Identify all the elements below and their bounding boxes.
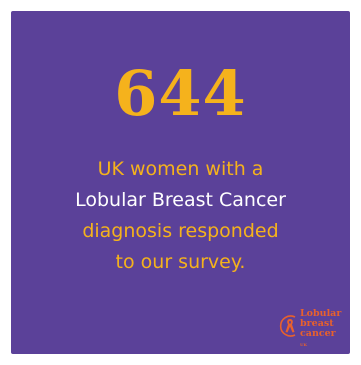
caption-line-1: UK women with a [97,158,264,180]
lobular-breast-cancer-uk-logo: Lobular breast cancer UK [279,308,341,347]
respondent-count: 644 [114,57,247,130]
infographic-card: 644 UK women with a Lobular Breast Cance… [11,11,350,354]
caption-line-3: diagnosis responded [82,220,279,242]
caption-line-4: to our survey. [115,251,246,273]
logo-wordmark: Lobular breast cancer UK [300,309,341,350]
logo-line-2: breast [300,318,334,329]
logo-uk-mark: UK [300,342,307,347]
caption-line-2: Lobular Breast Cancer [75,189,286,211]
logo-line-3-text: cancer [300,328,336,339]
logo-line-3: cancer UK [300,329,341,350]
logo-line-1: Lobular [300,308,342,319]
ribbon-circle-icon [279,315,296,337]
caption-text: UK women with a Lobular Breast Cancer di… [11,154,350,278]
